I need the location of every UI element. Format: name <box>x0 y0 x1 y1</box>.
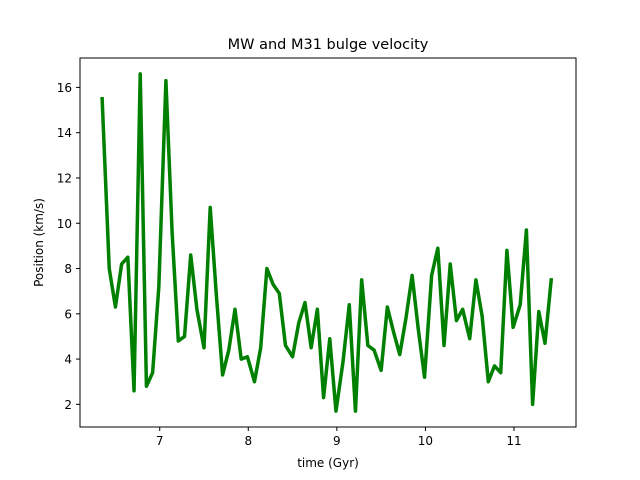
y-tick-label: 4 <box>64 353 72 367</box>
series-line-0 <box>100 72 554 413</box>
y-tick-label: 16 <box>57 81 72 95</box>
y-tick-label: 14 <box>57 126 72 140</box>
y-axis-ticks: 2 4 6 8 10 12 14 16 <box>57 81 80 412</box>
series-lines <box>100 72 554 413</box>
x-tick-label: 7 <box>156 434 164 448</box>
chart-title: MW and M31 bulge velocity <box>228 37 429 53</box>
y-axis-label: Position (km/s) <box>32 198 46 287</box>
x-axis-ticks: 7 8 9 10 11 <box>156 427 522 448</box>
y-tick-label: 10 <box>57 217 72 231</box>
x-tick-label: 9 <box>333 434 341 448</box>
x-tick-label: 10 <box>418 434 433 448</box>
plot-frame <box>79 57 577 428</box>
x-tick-label: 8 <box>244 434 252 448</box>
y-tick-label: 6 <box>64 307 72 321</box>
y-tick-label: 8 <box>64 262 72 276</box>
y-tick-label: 12 <box>57 171 72 185</box>
y-tick-label: 2 <box>64 398 72 412</box>
x-tick-label: 11 <box>506 434 521 448</box>
x-axis-label: time (Gyr) <box>297 456 359 470</box>
